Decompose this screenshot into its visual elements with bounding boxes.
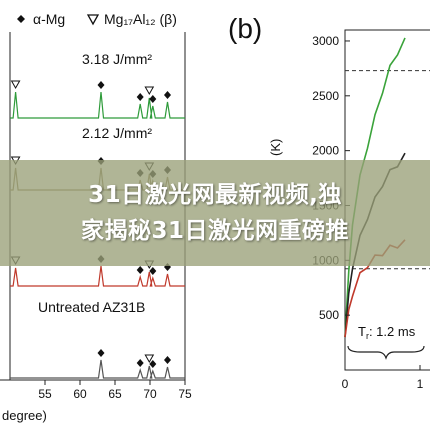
xrd-trace xyxy=(10,91,185,119)
beta-peak-marker xyxy=(144,86,155,96)
headline-banner[interactable]: 31日激光网最新视频,独 家揭秘31日激光网重磅推 xyxy=(0,160,430,266)
beta-peak-marker xyxy=(144,354,155,364)
x-axis-label: degree) xyxy=(2,408,47,423)
x-tick-label: 65 xyxy=(108,387,122,401)
alpha-peak-marker xyxy=(149,360,157,368)
x-tick-label: 75 xyxy=(178,387,192,401)
beta-peak-marker xyxy=(10,80,21,90)
trace-label-2-12: 2.12 J/mm² xyxy=(82,125,152,141)
alpha-peak-marker xyxy=(136,359,144,367)
x-tick-label: 60 xyxy=(73,387,87,401)
alpha-peak-marker xyxy=(149,95,157,103)
tr-brace-icon xyxy=(347,345,425,360)
panel-label: (b) xyxy=(228,13,262,44)
x-ticks: 55 60 65 70 75 xyxy=(38,380,192,401)
legend-alpha-mg-label: α-Mg xyxy=(33,11,65,27)
legend-beta-phase-label: Mg₁₇Al₁₂ (β) xyxy=(104,11,177,27)
alpha-peak-marker xyxy=(164,356,171,364)
alpha-mg-diamond-icon xyxy=(17,15,25,23)
alpha-peak-marker xyxy=(97,349,105,357)
y-axis-label: (K) xyxy=(268,139,283,156)
xrd-trace xyxy=(10,359,185,379)
headline-line-1: 31日激光网最新视频,独 xyxy=(88,182,342,208)
y-tick-label: 2500 xyxy=(312,89,339,103)
reference-lines xyxy=(345,70,430,270)
x-tick-label: 70 xyxy=(143,387,157,401)
x-tick-label: 1 xyxy=(417,377,424,391)
headline-line-2: 家揭秘31日激光网重磅推 xyxy=(80,218,349,244)
trace-label-untreated: Untreated AZ31B xyxy=(38,299,145,315)
trace-label-3-18: 3.18 J/mm² xyxy=(82,51,152,67)
alpha-peak-marker xyxy=(136,93,144,101)
x-tick-label: 55 xyxy=(38,387,52,401)
x-tick-label: 0 xyxy=(342,377,349,391)
y-tick-label: 3000 xyxy=(312,34,339,48)
tr-annotation: Tr: 1.2 ms xyxy=(347,324,425,360)
beta-phase-triangle-icon xyxy=(86,14,100,26)
alpha-peak-marker xyxy=(164,91,171,99)
alpha-peak-marker xyxy=(149,267,157,275)
xrd-trace xyxy=(10,265,185,287)
alpha-peak-marker xyxy=(136,266,144,274)
tr-annotation-label: Tr: 1.2 ms xyxy=(358,324,416,341)
y-tick-label: 500 xyxy=(319,308,339,322)
alpha-peak-marker xyxy=(97,81,105,89)
legend: α-Mg Mg₁₇Al₁₂ (β) xyxy=(17,11,177,27)
y-tick-label: 2000 xyxy=(312,144,339,158)
